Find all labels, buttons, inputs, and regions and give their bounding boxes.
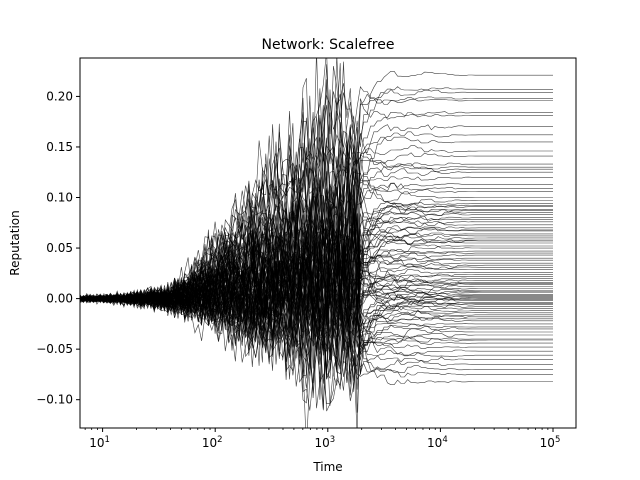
y-axis-ticks: −0.10 −0.05 0.00 0.05 0.10 0.15 0.20 (36, 89, 80, 407)
series-line (80, 223, 553, 340)
chart-title: Network: Scalefree (262, 37, 395, 53)
x-tick-label: 102 (202, 435, 223, 450)
x-axis-label: Time (312, 460, 342, 474)
series-line (80, 186, 553, 318)
series-line (80, 240, 553, 347)
series-line (80, 132, 553, 311)
series-line (80, 227, 553, 383)
series-line (80, 192, 553, 308)
x-tick-label: 101 (89, 435, 110, 450)
y-tick-label: 0.20 (46, 89, 73, 103)
y-tick-label: 0.10 (46, 191, 73, 205)
series-line (80, 278, 553, 409)
y-tick-label: −0.05 (36, 342, 73, 356)
series-lines (80, 58, 553, 428)
series-line (80, 58, 553, 302)
x-axis-ticks: 101 102 103 104 105 (84, 428, 561, 450)
x-tick-label: 104 (427, 435, 448, 450)
y-tick-label: 0.05 (46, 241, 73, 255)
series-line (80, 218, 553, 314)
series-line (80, 288, 553, 412)
x-tick-label: 103 (314, 435, 335, 450)
y-tick-label: −0.10 (36, 393, 73, 407)
y-axis-label: Reputation (8, 210, 22, 275)
y-tick-label: 0.00 (46, 292, 73, 306)
x-tick-label: 105 (540, 435, 561, 450)
y-tick-label: 0.15 (46, 140, 73, 154)
